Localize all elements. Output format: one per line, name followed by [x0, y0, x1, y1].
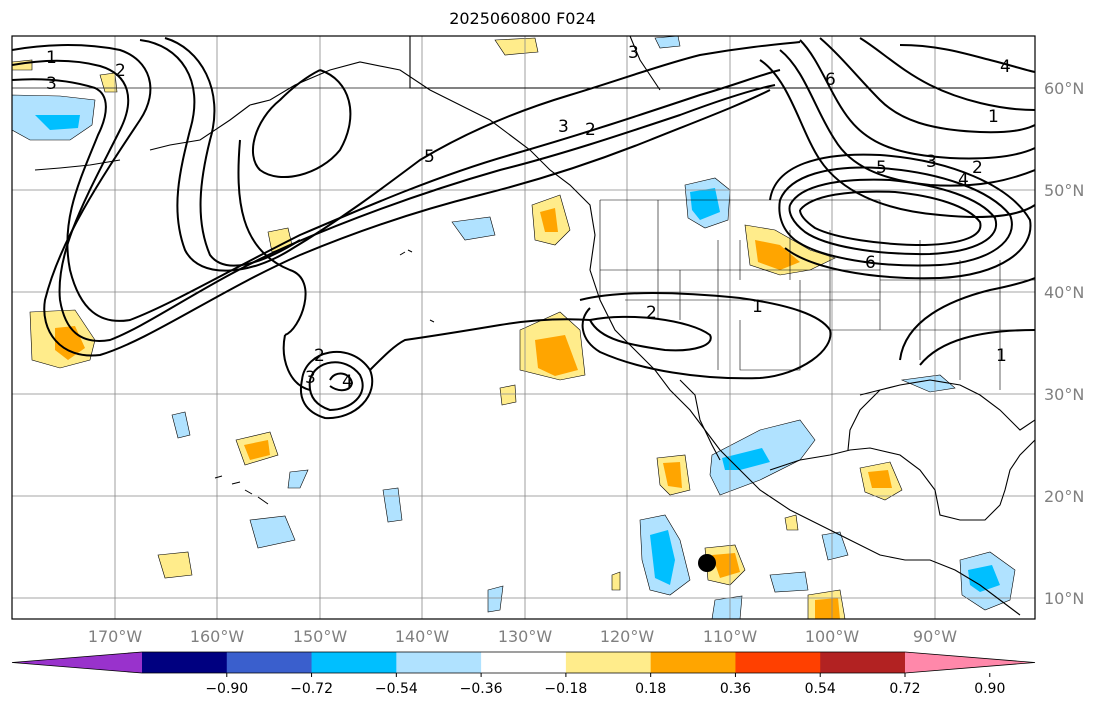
colorbar-bin: [142, 652, 228, 673]
colorbar-bin: [650, 652, 736, 673]
map-title: 2025060800 F024: [449, 9, 596, 28]
colorbar-bin: [396, 652, 482, 673]
colorbar-tick-label: 0.54: [805, 681, 836, 697]
colorbar-tick-label: 0.18: [635, 681, 666, 697]
lon-label: 90°W: [913, 627, 957, 646]
contour-label: 1: [752, 297, 763, 317]
contour-label: 2: [585, 120, 596, 140]
latitude-labels: 60°N 50°N 40°N 30°N 20°N 10°N: [1044, 79, 1084, 608]
contour-label: 2: [115, 61, 126, 81]
colorbar-tick-label: −0.54: [375, 681, 418, 697]
lon-label: 150°W: [293, 627, 348, 646]
lat-label: 40°N: [1044, 283, 1084, 302]
contour-label: 3: [558, 117, 569, 137]
lon-label: 140°W: [395, 627, 450, 646]
longitude-labels: 170°W 160°W 150°W 140°W 130°W 120°W 110°…: [88, 627, 957, 646]
lon-label: 130°W: [498, 627, 553, 646]
lat-label: 60°N: [1044, 79, 1084, 98]
storm-marker: [698, 554, 716, 572]
colorbar-bin: [820, 652, 906, 673]
contour-label: 4: [342, 372, 353, 392]
map-frame: [11, 35, 1036, 620]
contour-labels: 1 3 2 3 2 3 6 1 5 3 2 4 5 6 2 1 2 3 4 1 …: [46, 43, 1011, 392]
colorbar-tick-label: −0.90: [205, 681, 248, 697]
colorbar-extend-low: [12, 652, 142, 673]
colorbar-bin: [481, 652, 567, 673]
contour-label: 6: [865, 253, 876, 273]
lon-label: 110°W: [703, 627, 758, 646]
contour-label: 2: [646, 303, 657, 323]
lon-label: 160°W: [190, 627, 245, 646]
contour-label: 3: [628, 43, 639, 63]
contour-label: 4: [1000, 57, 1011, 77]
colorbar-tick-label: 0.90: [974, 681, 1005, 697]
contour-label: 3: [46, 74, 57, 94]
colorbar-tick-label: −0.36: [460, 681, 503, 697]
lon-label: 120°W: [600, 627, 655, 646]
colorbar-extend-high: [905, 652, 1035, 673]
contour-label: 3: [926, 152, 937, 172]
contour-label: 3: [305, 368, 316, 388]
colorbar-bin: [311, 652, 397, 673]
contour-label: 2: [314, 346, 325, 366]
lat-label: 20°N: [1044, 487, 1084, 506]
colorbar-bin: [226, 652, 313, 673]
colorbar-tick-label: −0.18: [544, 681, 587, 697]
colorbar-tick-label: 0.36: [720, 681, 751, 697]
contour-label: 4: [958, 170, 969, 190]
contour-label: 5: [876, 158, 887, 178]
contour-lines: [12, 37, 1035, 420]
lon-label: 170°W: [88, 627, 143, 646]
colorbar-tick-label: −0.72: [290, 681, 333, 697]
contour-label: 1: [988, 107, 999, 127]
contour-label: 1: [46, 48, 57, 68]
islands: [214, 249, 435, 505]
lon-label: 100°W: [805, 627, 860, 646]
colorbar: −0.90 −0.72 −0.54 −0.36 −0.18 0.18 0.36 0.54 0.7…: [11, 651, 1036, 697]
lat-label: 50°N: [1044, 181, 1084, 200]
contour-label: 1: [996, 346, 1007, 366]
colorbar-bin: [735, 652, 821, 673]
lat-label: 10°N: [1044, 589, 1084, 608]
map-background: [12, 36, 1035, 619]
contour-label: 6: [825, 70, 836, 90]
contour-label: 5: [424, 147, 435, 167]
lat-label: 30°N: [1044, 385, 1084, 404]
contour-label: 2: [972, 158, 983, 178]
coastlines: [34, 36, 1035, 616]
colorbar-tick-label: 0.72: [889, 681, 920, 697]
shaded-anomalies: [12, 36, 1016, 619]
colorbar-bin: [565, 652, 652, 673]
